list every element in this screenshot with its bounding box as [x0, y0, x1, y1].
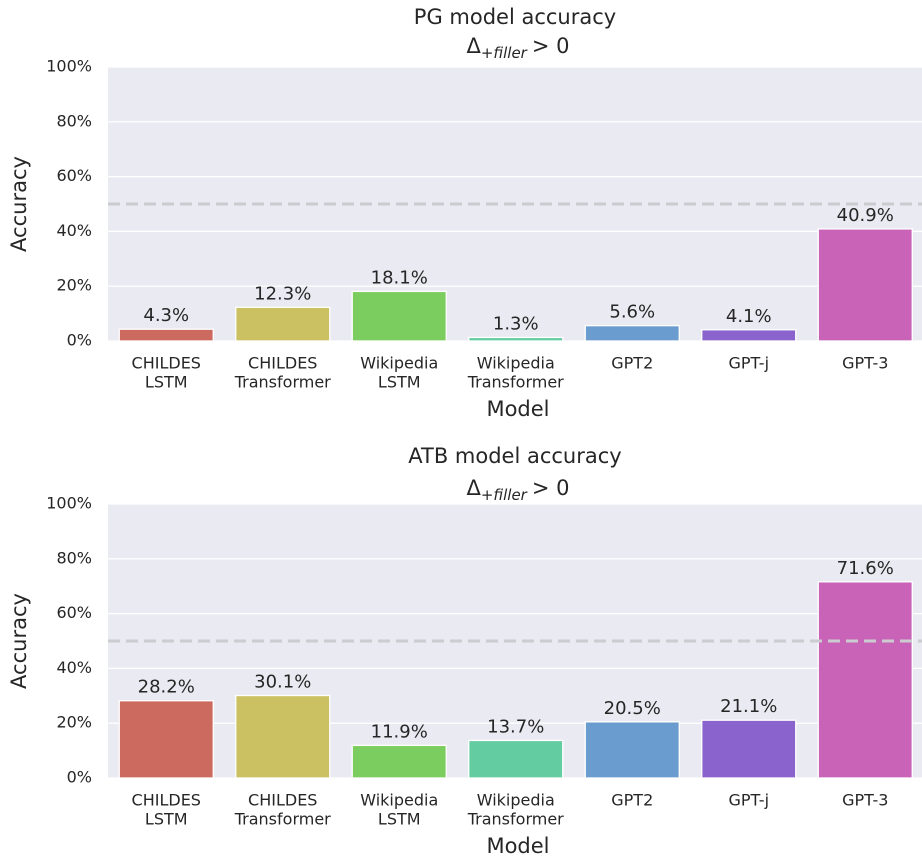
- value-label: 40.9%: [837, 205, 894, 226]
- bar: [351, 744, 447, 779]
- y-axis-label: Accuracy: [7, 156, 31, 252]
- value-label: 1.3%: [493, 313, 539, 334]
- x-tick-label: CHILDES: [132, 354, 201, 373]
- x-tick-label: Wikipedia: [360, 791, 438, 810]
- value-label: 11.9%: [371, 721, 428, 742]
- subtitle-symbol: Δ: [466, 476, 481, 500]
- chart-title: PG model accuracy: [414, 5, 616, 29]
- value-label: 5.6%: [609, 302, 655, 323]
- y-tick-label: 60%: [56, 166, 92, 185]
- bar: [235, 694, 331, 779]
- value-label: 4.1%: [726, 306, 772, 327]
- x-tick-label: Transformer: [467, 373, 564, 392]
- bar: [235, 306, 331, 342]
- subtitle-subscript: +filler: [481, 44, 528, 62]
- value-label: 13.7%: [487, 716, 544, 737]
- y-tick-label: 20%: [56, 713, 92, 732]
- y-tick-label: 80%: [56, 111, 92, 130]
- chart-subtitle: Δ+filler > 0: [466, 476, 569, 504]
- bar: [468, 336, 564, 342]
- x-tick-label: GPT-3: [842, 791, 888, 810]
- x-tick-label: GPT2: [611, 354, 653, 373]
- y-tick-label: 40%: [56, 658, 92, 677]
- x-tick-label: Wikipedia: [360, 354, 438, 373]
- x-axis-label: Model: [486, 397, 549, 421]
- y-tick-label: 100%: [46, 494, 92, 513]
- x-tick-label: CHILDES: [248, 791, 317, 810]
- bar: [468, 739, 564, 779]
- subtitle-symbol: Δ: [466, 34, 481, 58]
- bar: [118, 328, 214, 342]
- subtitle-condition: > 0: [532, 476, 570, 500]
- x-tick-label: LSTM: [378, 810, 421, 829]
- subtitle-condition: > 0: [532, 34, 570, 58]
- x-tick-label: LSTM: [378, 373, 421, 392]
- chart-subtitle: Δ+filler > 0: [466, 34, 569, 62]
- bar: [701, 719, 797, 779]
- bar: [817, 581, 913, 779]
- value-label: 18.1%: [371, 267, 428, 288]
- x-tick-label: Wikipedia: [477, 354, 555, 373]
- value-label: 21.1%: [720, 696, 777, 717]
- x-tick-label: Transformer: [467, 810, 564, 829]
- bar: [584, 721, 680, 779]
- x-tick-label: GPT-j: [728, 791, 769, 810]
- x-tick-label: Transformer: [234, 810, 331, 829]
- x-tick-label: GPT2: [611, 791, 653, 810]
- x-tick-label: Wikipedia: [477, 791, 555, 810]
- subtitle-subscript: +filler: [481, 486, 528, 504]
- x-tick-label: CHILDES: [248, 354, 317, 373]
- x-tick-label: GPT-3: [842, 354, 888, 373]
- x-tick-label: LSTM: [145, 373, 188, 392]
- bar: [118, 700, 214, 779]
- y-tick-label: 40%: [56, 221, 92, 240]
- x-tick-label: LSTM: [145, 810, 188, 829]
- chart-title: ATB model accuracy: [408, 444, 621, 468]
- value-label: 20.5%: [604, 698, 661, 719]
- x-tick-label: CHILDES: [132, 791, 201, 810]
- y-tick-label: 0%: [67, 768, 92, 787]
- y-tick-label: 20%: [56, 276, 92, 295]
- value-label: 71.6%: [837, 558, 894, 579]
- bar: [351, 290, 447, 342]
- bar: [701, 329, 797, 342]
- value-label: 4.3%: [143, 305, 189, 326]
- y-axis-label: Accuracy: [7, 593, 31, 689]
- x-tick-label: GPT-j: [728, 354, 769, 373]
- value-label: 30.1%: [254, 672, 311, 693]
- bar: [817, 228, 913, 342]
- x-axis-label: Model: [486, 834, 549, 858]
- y-tick-label: 0%: [67, 331, 92, 350]
- value-label: 28.2%: [138, 677, 195, 698]
- y-tick-label: 80%: [56, 548, 92, 567]
- value-label: 12.3%: [254, 283, 311, 304]
- x-tick-label: Transformer: [234, 373, 331, 392]
- y-tick-label: 60%: [56, 603, 92, 622]
- bar: [584, 325, 680, 342]
- y-tick-label: 100%: [46, 57, 92, 76]
